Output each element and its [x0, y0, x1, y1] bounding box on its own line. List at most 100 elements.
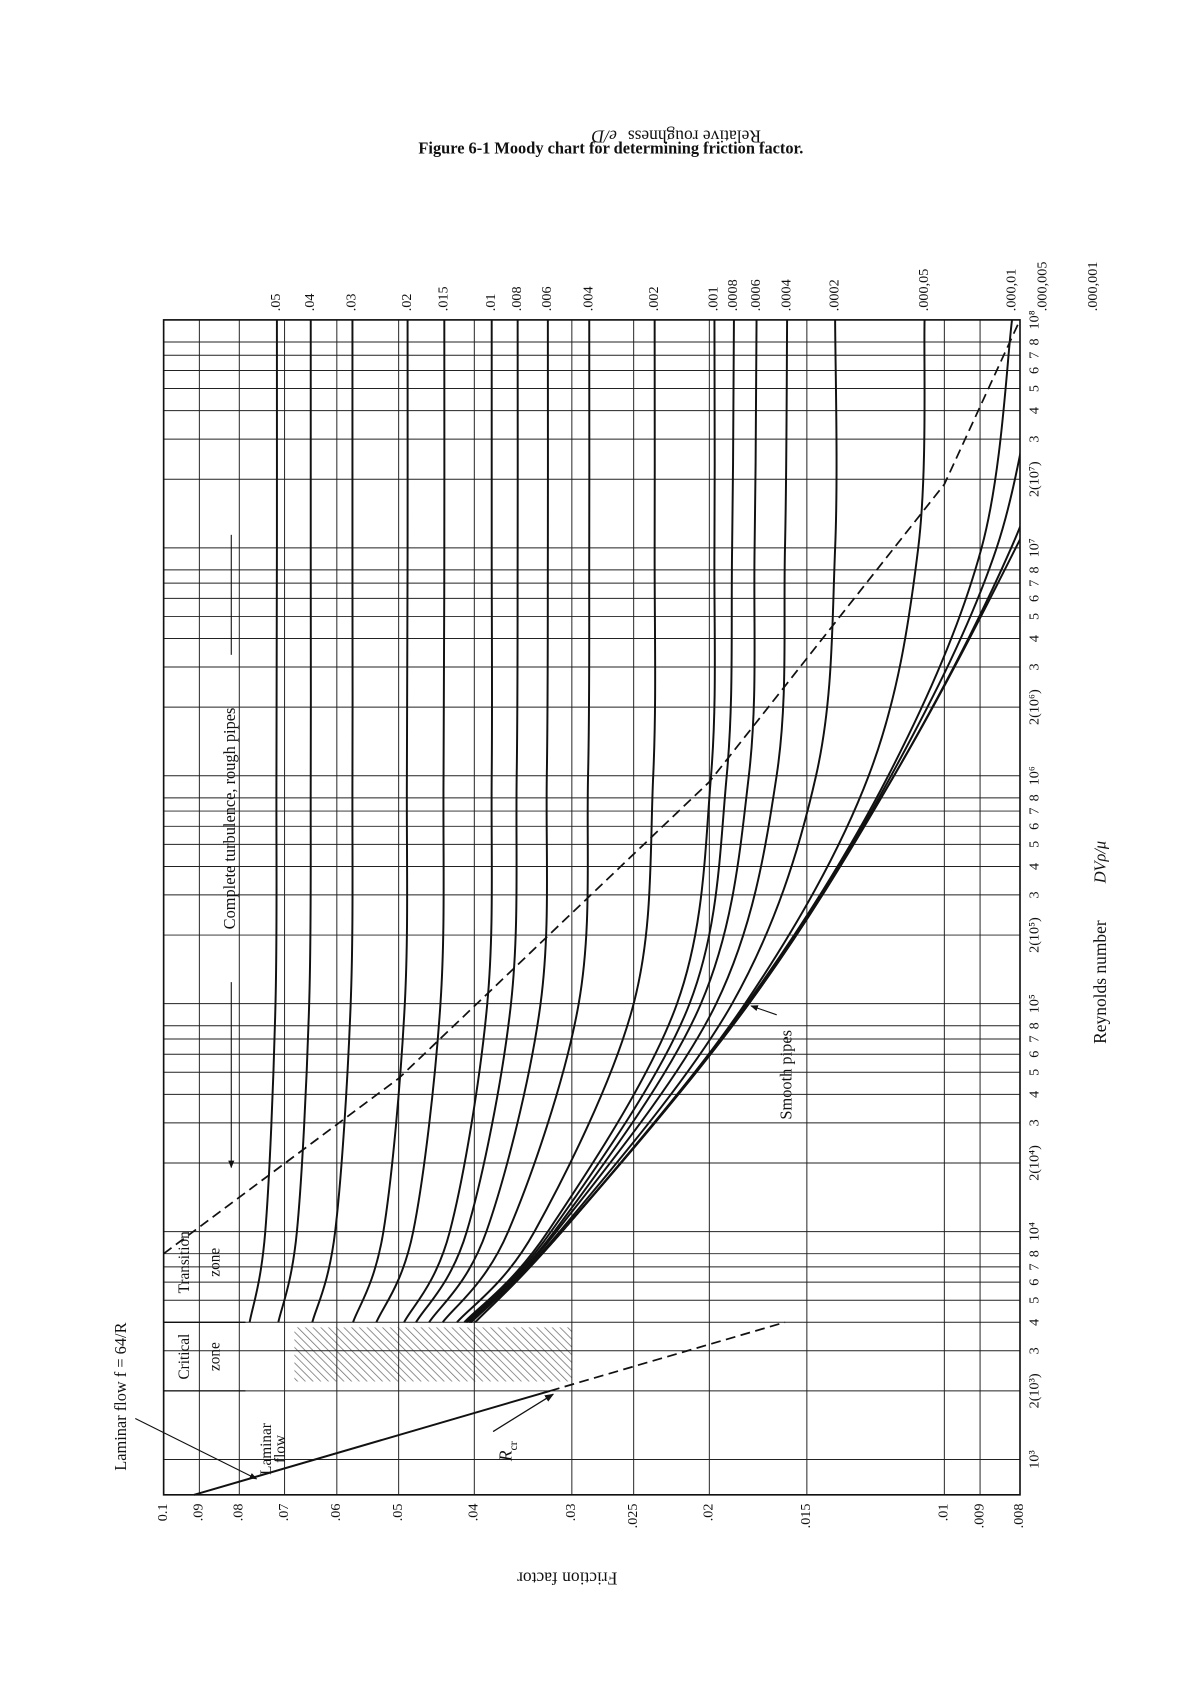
roughness-curve: [311, 319, 354, 1323]
roughness-label: .0008: [725, 279, 741, 311]
roughness-curve: [467, 319, 789, 1323]
x-tick-label: 4: [1027, 635, 1043, 642]
roughness-curve: [403, 319, 494, 1323]
roughness-axis-symbol: e/D: [591, 126, 617, 146]
turbulence-label: Complete turbulence, rough pipes: [220, 708, 239, 930]
x-tick-label: 10⁶: [1027, 766, 1043, 785]
y-tick-label: .01: [936, 1504, 952, 1522]
x-tick-label: 3: [1027, 891, 1043, 898]
laminar-line-extension: [549, 1321, 786, 1392]
y-tick-label: .04: [466, 1504, 482, 1522]
y-tick-label: .05: [390, 1504, 406, 1522]
laminar-flow-label: Laminar flow f = 64/R: [111, 1322, 130, 1470]
zone-label: zone: [207, 1248, 224, 1277]
x-tick-label: 2(10³): [1027, 1373, 1043, 1408]
roughness-label: .008: [509, 286, 525, 311]
x-axis-title: Reynolds number: [1090, 920, 1110, 1044]
x-tick-label: 5: [1027, 841, 1043, 848]
y-tick-label: .025: [625, 1504, 641, 1529]
y-tick-label: .09: [191, 1504, 207, 1522]
x-tick-label: 4: [1027, 407, 1043, 414]
x-tick-label: 10⁷: [1027, 538, 1043, 557]
zone-label: Transition: [176, 1231, 193, 1294]
y-tick-label: .06: [328, 1504, 344, 1522]
x-tick-label: 3: [1027, 436, 1043, 443]
annotation-arrow: [750, 1005, 777, 1016]
roughness-curve: [277, 319, 312, 1323]
y-tick-label: .008: [1011, 1504, 1027, 1529]
zone-label: Critical: [176, 1334, 193, 1380]
annotation-arrow: [492, 1393, 555, 1433]
x-tick-label: 7: [1027, 808, 1043, 815]
x-tick-label: 8: [1027, 566, 1043, 573]
zone-label: flow: [272, 1435, 289, 1463]
x-tick-label: 3: [1027, 663, 1043, 670]
annotation-arrow: [135, 1417, 258, 1480]
roughness-curve: [415, 319, 519, 1323]
roughness-curve: [468, 319, 838, 1323]
y-tick-label: .015: [798, 1504, 814, 1529]
roughness-curve: [375, 319, 446, 1323]
roughness-curve: [248, 319, 278, 1323]
chart-title: Figure 6-1 Moody chart for determining f…: [418, 138, 803, 157]
x-tick-label: 5: [1027, 385, 1043, 392]
roughness-label: .000,05: [916, 269, 932, 312]
x-tick-label: 8: [1027, 338, 1043, 345]
roughness-curve: [441, 319, 591, 1323]
zone-label: zone: [207, 1342, 224, 1371]
x-tick-label: 6: [1027, 367, 1043, 374]
x-tick-label: 3: [1027, 1347, 1043, 1354]
x-tick-label: 5: [1027, 613, 1043, 620]
critical-reynolds-symbol: R: [495, 1450, 515, 1462]
x-tick-label: 4: [1027, 1319, 1043, 1326]
roughness-label: .001: [706, 286, 722, 311]
x-tick-label: 2(10⁵): [1027, 917, 1043, 953]
y-tick-label: .02: [701, 1504, 717, 1522]
x-tick-label: 4: [1027, 863, 1043, 870]
y-tick-label: .03: [563, 1504, 579, 1522]
x-tick-label: 8: [1027, 1022, 1043, 1029]
roughness-curve: [456, 319, 657, 1323]
roughness-label: .03: [344, 293, 360, 311]
roughness-label: .002: [646, 286, 662, 311]
x-tick-label: 6: [1027, 823, 1043, 830]
plot-frame: [162, 319, 1021, 1496]
roughness-label: .05: [268, 293, 284, 311]
roughness-label: .015: [436, 286, 452, 311]
turbulence-boundary: [163, 319, 1020, 1255]
x-tick-label: 6: [1027, 1051, 1043, 1058]
roughness-label: .0004: [778, 279, 794, 311]
x-tick-label: 6: [1027, 595, 1043, 602]
roughness-curve: [469, 319, 926, 1323]
y-tick-label: .009: [971, 1504, 987, 1529]
roughness-label: .02: [399, 293, 415, 311]
x-tick-label: 2(10⁶): [1027, 689, 1043, 725]
x-tick-label: 8: [1027, 794, 1043, 801]
roughness-label: .0006: [748, 279, 764, 311]
zone-label: Laminar: [258, 1423, 275, 1475]
critical-reynolds-label: Rcr: [495, 1441, 519, 1462]
roughness-curve: [470, 319, 1020, 1323]
roughness-label: .04: [302, 293, 318, 311]
x-tick-label: 2(10⁴): [1027, 1145, 1043, 1181]
x-tick-label: 10⁴: [1027, 1222, 1043, 1241]
roughness-curve: [466, 319, 758, 1323]
x-axis-symbol: DVρ/μ: [1091, 841, 1110, 884]
laminar-line: [193, 1389, 551, 1496]
y-tick-label: 0.1: [155, 1504, 171, 1522]
roughness-label: .000,001: [1085, 262, 1101, 312]
roughness-curve: [465, 319, 735, 1323]
x-tick-label: 8: [1027, 1250, 1043, 1257]
x-tick-label: 5: [1027, 1069, 1043, 1076]
smooth-pipes-label: Smooth pipes: [776, 1030, 795, 1120]
y-tick-label: .07: [276, 1504, 292, 1522]
x-tick-label: 7: [1027, 580, 1043, 587]
roughness-label: .01: [483, 293, 499, 311]
y-tick-label: .08: [231, 1504, 247, 1522]
roughness-curve: [470, 319, 1020, 1323]
roughness-label: .0002: [826, 279, 842, 311]
x-tick-label: 7: [1027, 1035, 1043, 1042]
x-tick-label: 10⁸: [1027, 310, 1043, 329]
